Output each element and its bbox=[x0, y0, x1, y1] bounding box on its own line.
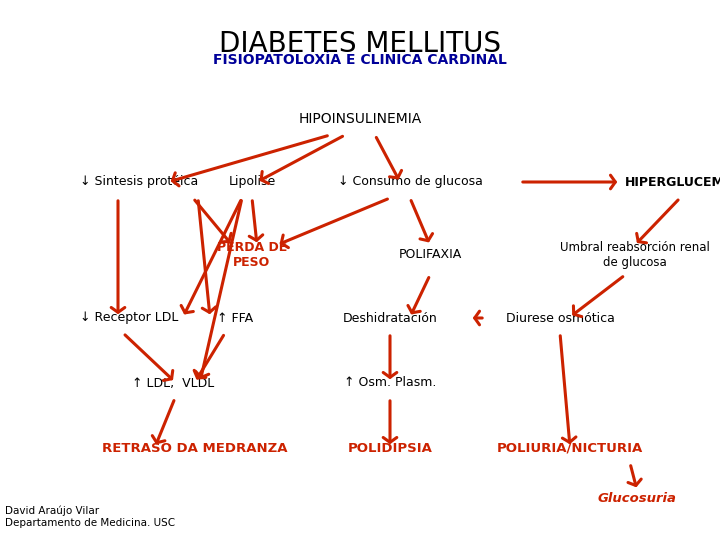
Text: Lipolise: Lipolise bbox=[228, 176, 276, 188]
Text: HIPERGLUCEMIA: HIPERGLUCEMIA bbox=[625, 176, 720, 188]
Text: ↑ FFA: ↑ FFA bbox=[217, 312, 253, 325]
Text: PERDA DE
PESO: PERDA DE PESO bbox=[217, 241, 287, 269]
Text: FISIOPATOLOXÍA E CLINICA CARDINAL: FISIOPATOLOXÍA E CLINICA CARDINAL bbox=[213, 53, 507, 67]
Text: POLIFAXIA: POLIFAXIA bbox=[398, 248, 462, 261]
Text: Umbral reabsorción renal
de glucosa: Umbral reabsorción renal de glucosa bbox=[560, 241, 710, 269]
Text: ↓ Sintesis protéica: ↓ Sintesis protéica bbox=[80, 176, 198, 188]
Text: ↓ Receptor LDL: ↓ Receptor LDL bbox=[80, 312, 179, 325]
Text: ↑ Osm. Plasm.: ↑ Osm. Plasm. bbox=[344, 376, 436, 389]
Text: DIABETES MELLITUS: DIABETES MELLITUS bbox=[219, 30, 501, 58]
Text: Glucosuria: Glucosuria bbox=[598, 491, 677, 504]
Text: Diurese osmótica: Diurese osmótica bbox=[505, 312, 614, 325]
Text: ↑ LDL,  VLDL: ↑ LDL, VLDL bbox=[132, 376, 215, 389]
Text: POLIDIPSIA: POLIDIPSIA bbox=[348, 442, 433, 455]
Text: David Araújo Vilar
Departamento de Medicina. USC: David Araújo Vilar Departamento de Medic… bbox=[5, 506, 175, 528]
Text: ↓ Consumo de glucosa: ↓ Consumo de glucosa bbox=[338, 176, 482, 188]
Text: Deshidratación: Deshidratación bbox=[343, 312, 437, 325]
Text: HIPOINSULINEMIA: HIPOINSULINEMIA bbox=[298, 112, 422, 126]
Text: RETRASO DA MEDRANZA: RETRASO DA MEDRANZA bbox=[102, 442, 287, 455]
Text: POLIURIA/NICTURIA: POLIURIA/NICTURIA bbox=[497, 442, 643, 455]
